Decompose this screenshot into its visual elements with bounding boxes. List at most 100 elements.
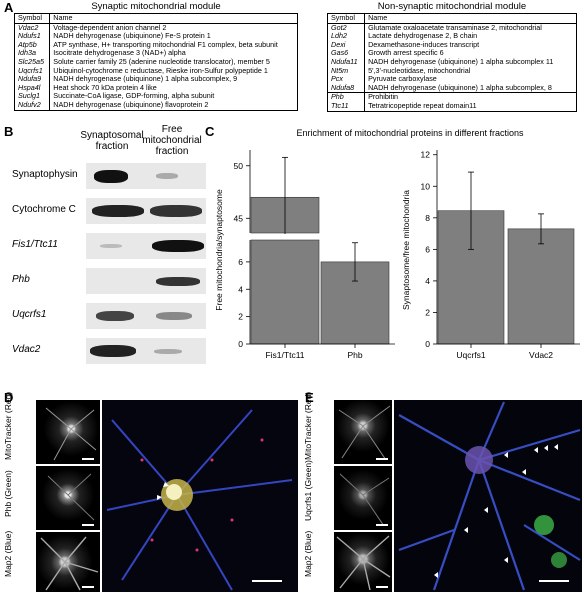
y-tick-label: 2	[238, 312, 243, 322]
panel-d-map2-image	[36, 532, 100, 592]
y-tick-label: 4	[238, 284, 243, 294]
y-tick-label: 10	[421, 181, 431, 191]
table-row: Pcx Pyruvate carboxylase	[327, 74, 577, 84]
blot-band	[92, 205, 144, 217]
gene-symbol: Vdac2	[14, 23, 51, 33]
x-tick-label: Phb	[347, 350, 362, 360]
blot-row-label: Uqcrfs1	[12, 309, 47, 320]
gene-name: Heat shock 70 kDa protein 4 like	[53, 82, 157, 92]
panel-e-label-mitotracker: MitoTracker (Red)	[303, 391, 313, 460]
blot-row-label: Fis1/Ttc11	[12, 239, 58, 250]
y-tick-label: 6	[425, 244, 430, 254]
table-row: Ttc11 Tetratricopeptide repeat domain11	[327, 100, 577, 112]
gene-name: Pyruvate carboxylase	[368, 74, 437, 84]
blot-band	[100, 244, 122, 248]
gene-symbol: Uqcrfs1	[14, 66, 51, 76]
gene-symbol: Ttc11	[327, 101, 366, 112]
panel-label-d: D	[4, 390, 14, 405]
table-row: Ldh2 Lactate dehydrogenase 2, B chain	[327, 32, 577, 41]
gene-symbol: Slc25a5	[14, 57, 51, 67]
gene-symbol: Ndufa9	[14, 75, 51, 84]
y-tick-label: 6	[238, 257, 243, 267]
blot-row-label: Vdac2	[12, 344, 41, 355]
gene-name: NADH dehyrogenase (ubiquinone) 1 alpha s…	[368, 56, 554, 66]
chart-fis1-phb: Fis1/Ttc11 Phb 45 50 0 2 4 6 Free mitochondria/s…	[214, 150, 397, 360]
gene-symbol: Suclg1	[14, 92, 51, 101]
y-tick-label: 0	[425, 339, 430, 349]
panel-d-label-map2: Map2 (Blue)	[3, 530, 13, 577]
panel-e-label-uqcrfs1: Uqcrfs1 (Green)	[303, 460, 313, 521]
gene-name: NADH dehyrogenase (ubiquinone) 1 alpha s…	[53, 74, 238, 84]
blot-row-label: Synaptophysin	[12, 169, 78, 180]
column-header-free-mito: Free mitochondrial fraction	[142, 124, 202, 157]
gene-name: NADH dehyrogenase (ubiquinone) Fe-S prot…	[53, 31, 211, 41]
panel-d-label-phb: Phb (Green)	[3, 470, 13, 517]
table-row: Got2 Glutamate oxaloacetate transaminase …	[327, 22, 577, 33]
gene-name: Isocitrate dehydrogenase 3 (NAD+) alpha	[53, 48, 186, 58]
scale-bar	[376, 524, 388, 526]
panel-label-e: E	[305, 390, 314, 405]
y-tick-label: 12	[421, 150, 431, 160]
gene-name: Prohibitin	[364, 92, 577, 102]
y-tick-label: 8	[425, 213, 430, 223]
gene-symbol: Phb	[327, 92, 366, 102]
gene-name: 5',3'-nucleotidase, mitochondrial	[368, 65, 471, 75]
bar	[507, 228, 575, 345]
gene-symbol: Atp5b	[14, 40, 51, 50]
table-row: Uqcrfs1 Ubiquinol-cytochrome c reductase,…	[14, 66, 298, 76]
gene-symbol: Pcx	[327, 75, 366, 84]
table-row: Suclg1 Succinate-CoA ligase, GDP-forming,…	[14, 92, 298, 101]
gene-name: Tetratricopeptide repeat domain11	[368, 100, 477, 110]
panel-e-uqcrfs1-image	[334, 466, 392, 530]
blot-strip	[86, 198, 206, 224]
gene-name: Solute carrier family 25 (adenine nucleo…	[53, 56, 270, 66]
gene-name: Dexamethasone-induces transcript	[368, 39, 480, 49]
gene-symbol: Idh3a	[14, 49, 51, 58]
panel-label-a: A	[4, 0, 14, 15]
x-tick-label: Vdac2	[529, 350, 553, 360]
gene-name: Glutamate oxaloacetate transaminase 2, m…	[368, 22, 542, 32]
y-axis-label: Synaptosome/free mitochondria	[401, 190, 411, 310]
table-row: Ndufa9 NADH dehyrogenase (ubiquinone) 1 a…	[14, 74, 298, 84]
blot-band	[152, 240, 204, 252]
table-row: Atp5b ATP synthase, H+ transporting mitoc…	[14, 39, 298, 50]
y-tick-label: 0	[238, 339, 243, 349]
y-axis-label: Free mitochondria/synaptosome	[214, 189, 224, 311]
table-left-title: Synaptic mitochondrial module	[91, 1, 221, 12]
table-header-symbol: Symbol	[14, 13, 51, 24]
chart-uqcrfs1-vdac2: Uqcrfs1 Vdac2 0 2 4 6 8 10 12 Synaptosome/free mi…	[401, 150, 580, 360]
blot-band	[156, 173, 178, 179]
gene-name: Voltage-dependent anion channel 2	[53, 22, 167, 32]
blot-band	[94, 169, 128, 183]
table-row: Dexi Dexamethasone-induces transcript	[327, 39, 577, 50]
column-header-synaptosomal: Synaptosomal fraction	[80, 130, 144, 152]
table-header-symbol: Symbol	[327, 13, 366, 24]
gene-symbol: Ndufs1	[14, 32, 51, 41]
gene-symbol: Ndufa11	[327, 57, 366, 67]
panel-d-label-mitotracker: MitoTracker (Red)	[3, 391, 13, 460]
scale-bar	[82, 586, 94, 588]
table-row: Vdac2 Voltage-dependent anion channel 2	[14, 22, 298, 33]
synaptic-module-table: Symbol Name Vdac2 Voltage-dependent anion…	[14, 13, 298, 111]
gene-name: ATP synthase, H+ transporting mitochondr…	[53, 39, 278, 49]
table-row: Ndufa11 NADH dehyrogenase (ubiquinone) 1 …	[327, 56, 577, 67]
table-row: Ndufs1 NADH dehyrogenase (ubiquinone) Fe-…	[14, 31, 298, 41]
scale-bar	[82, 524, 94, 526]
blot-strip	[86, 303, 206, 329]
scale-bar	[539, 580, 569, 582]
y-tick-label: 45	[234, 213, 244, 223]
table-header-name: Name	[49, 13, 298, 24]
gene-symbol: Dexi	[327, 40, 366, 50]
blot-strip	[86, 268, 206, 294]
gene-symbol: Ldh2	[327, 32, 366, 41]
gene-symbol: Gas6	[327, 49, 366, 58]
blot-strip	[86, 163, 206, 189]
chart-title: Enrichment of mitochondrial proteins in …	[296, 128, 524, 138]
y-tick-label: 4	[425, 276, 430, 286]
blot-row-label: Phb	[12, 274, 30, 285]
non-synaptic-module-table: Symbol Name Got2 Glutamate oxaloacetate t…	[327, 13, 577, 112]
x-tick-label: Fis1/Ttc11	[265, 350, 304, 360]
table-row: Gas6 Growth arrest specific 6	[327, 49, 577, 58]
panel-e-mitotracker-image	[334, 400, 392, 464]
scale-bar	[82, 458, 94, 460]
